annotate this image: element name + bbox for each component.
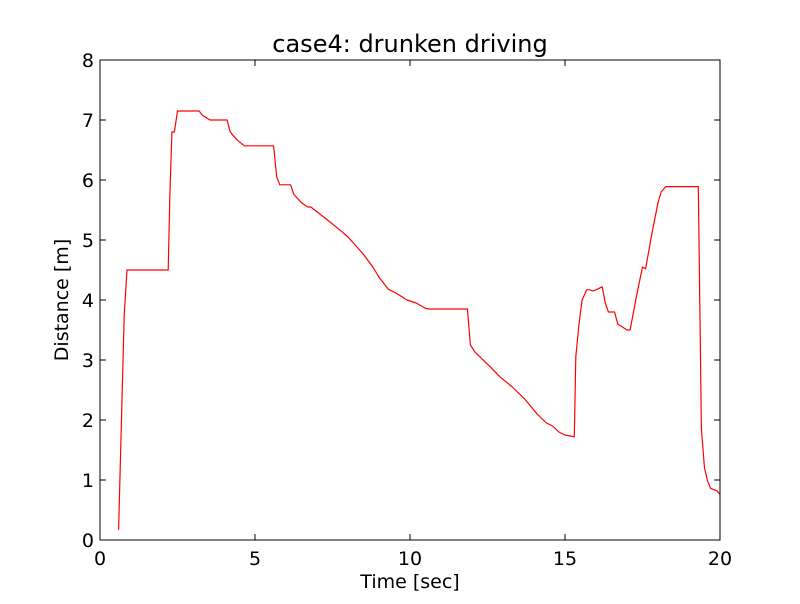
distance-series-line [118, 110, 721, 530]
x-tick-labels: 0 5 10 15 20 [94, 548, 732, 570]
y-tick-label: 4 [82, 290, 94, 312]
chart-title: case4: drunken driving [272, 30, 547, 58]
x-tick-label: 0 [94, 548, 106, 570]
y-tick-label: 0 [82, 530, 94, 552]
y-tick-label: 3 [82, 350, 94, 372]
x-axis-label: Time [sec] [359, 571, 459, 593]
y-tick-label: 7 [82, 110, 94, 132]
y-tick-label: 8 [82, 50, 94, 72]
x-tick-label: 15 [553, 548, 577, 570]
tick-marks [99, 59, 721, 541]
y-axis-label: Distance [m] [51, 239, 73, 361]
y-tick-label: 2 [82, 410, 94, 432]
y-tick-label: 6 [82, 170, 94, 192]
x-tick-label: 10 [398, 548, 422, 570]
y-tick-labels: 0 1 2 3 4 5 6 7 8 [82, 50, 94, 552]
y-tick-label: 5 [82, 230, 94, 252]
x-tick-label: 20 [708, 548, 732, 570]
y-tick-label: 1 [82, 470, 94, 492]
plot-area-frame [99, 59, 721, 541]
x-tick-label: 5 [249, 548, 261, 570]
